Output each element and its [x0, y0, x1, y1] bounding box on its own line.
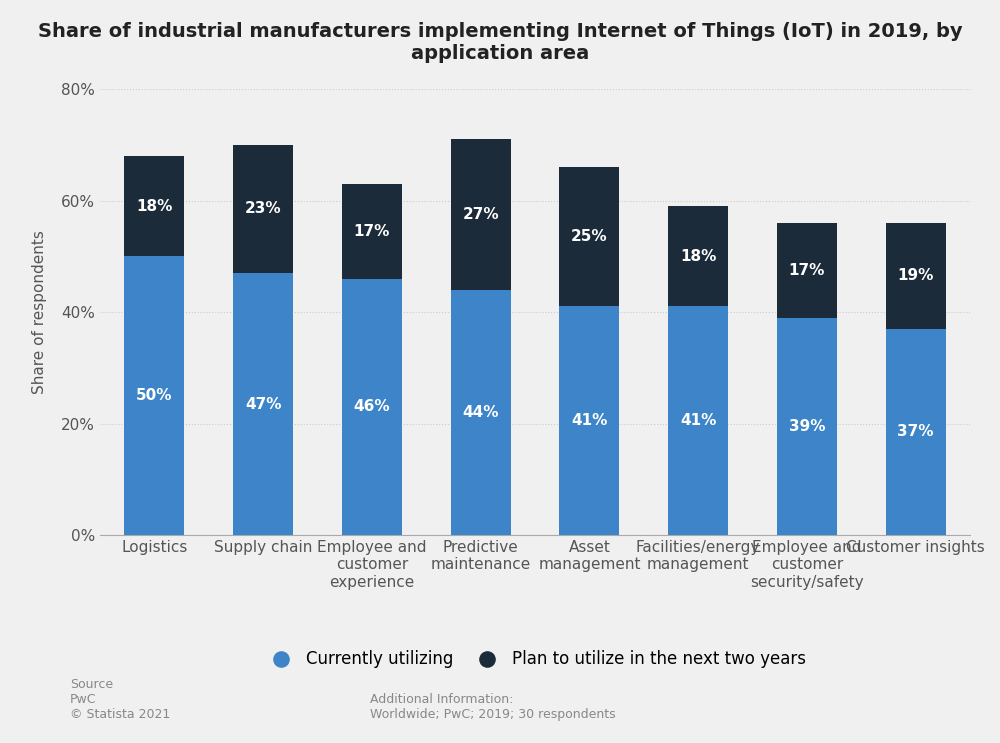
Bar [451, 290, 511, 535]
Bar [777, 317, 837, 535]
Y-axis label: Share of respondents: Share of respondents [32, 230, 47, 394]
Text: 18%: 18% [680, 249, 716, 264]
Legend: Currently utilizing, Plan to utilize in the next two years: Currently utilizing, Plan to utilize in … [256, 641, 814, 676]
Text: 47%: 47% [245, 397, 281, 412]
Bar [124, 156, 184, 256]
Text: 23%: 23% [245, 201, 281, 216]
Text: 17%: 17% [354, 224, 390, 239]
Bar [777, 223, 837, 317]
Bar [886, 223, 946, 328]
Text: 17%: 17% [789, 263, 825, 278]
Bar [668, 206, 728, 306]
Text: 46%: 46% [354, 399, 390, 415]
Text: 37%: 37% [897, 424, 934, 439]
Text: 44%: 44% [462, 405, 499, 420]
Bar [451, 140, 511, 290]
Bar [233, 273, 293, 535]
Text: Source
PwC
© Statista 2021: Source PwC © Statista 2021 [70, 678, 170, 721]
Bar [559, 306, 619, 535]
Bar [559, 167, 619, 306]
Bar [124, 256, 184, 535]
Text: 18%: 18% [136, 198, 173, 214]
Text: 39%: 39% [789, 419, 825, 434]
Text: 50%: 50% [136, 388, 173, 403]
Bar [342, 184, 402, 279]
Text: 27%: 27% [462, 207, 499, 222]
Text: 41%: 41% [571, 413, 608, 428]
Text: Additional Information:
Worldwide; PwC; 2019; 30 respondents: Additional Information: Worldwide; PwC; … [370, 692, 616, 721]
Text: Share of industrial manufacturers implementing Internet of Things (IoT) in 2019,: Share of industrial manufacturers implem… [38, 22, 962, 63]
Bar [668, 306, 728, 535]
Text: 25%: 25% [571, 230, 608, 244]
Bar [886, 328, 946, 535]
Text: 41%: 41% [680, 413, 716, 428]
Text: 19%: 19% [897, 268, 934, 283]
Bar [342, 279, 402, 535]
Bar [233, 145, 293, 273]
